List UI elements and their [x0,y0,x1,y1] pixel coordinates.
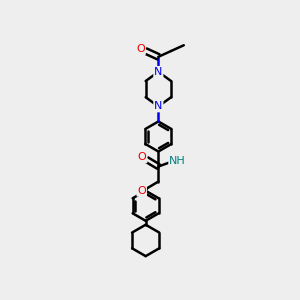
Text: N: N [154,101,163,112]
Text: O: O [138,152,147,162]
Text: N: N [154,67,163,77]
Text: O: O [137,186,146,196]
Text: O: O [136,44,145,54]
Text: NH: NH [169,156,186,166]
